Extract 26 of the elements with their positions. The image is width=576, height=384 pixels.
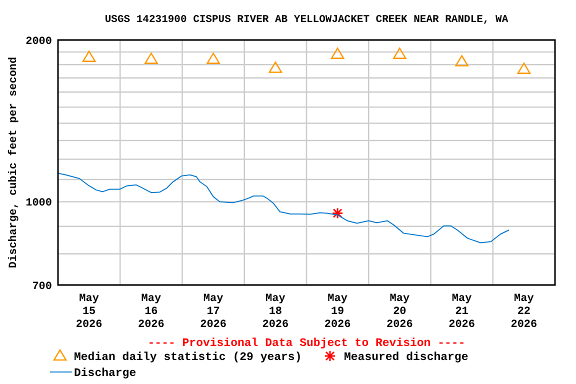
x-tick-label: May 17 2026: [200, 293, 227, 331]
point: [206, 52, 220, 64]
chart-title: USGS 14231900 CISPUS RIVER AB YELLOWJACKET CREEK NEAR RANDLE, WA: [104, 14, 509, 26]
point: [144, 52, 158, 64]
x-tick-label: May 19 2026: [324, 293, 351, 331]
y-tick-label: 700: [32, 280, 52, 293]
point: [455, 55, 468, 66]
legend-label: Median daily statistic (29 years): [74, 351, 302, 364]
text: ---- Provisional Data Subject to Revision ----: [148, 337, 466, 350]
y-tick-label: 1000: [26, 198, 52, 210]
x-tick-label: May 20 2026: [386, 293, 413, 331]
point: [82, 50, 96, 62]
x-tick-label: May 18 2026: [262, 293, 289, 331]
x-tick-label: May 22 2026: [510, 293, 538, 331]
y-axis-title: Discharge, cubic feet per second: [7, 56, 20, 268]
point: [330, 48, 344, 59]
point: [517, 62, 531, 74]
line-series: [58, 172, 510, 244]
y-tick-label: 2000: [26, 36, 52, 48]
x-tick-label: May 16 2026: [138, 293, 164, 331]
point: [393, 48, 406, 59]
point: [268, 62, 282, 73]
x-tick-label: May 15 2026: [76, 293, 102, 331]
x-tick-label: May 21 2026: [448, 293, 476, 331]
legend-label: Discharge: [74, 367, 136, 380]
legend-label: Measured discharge: [344, 351, 468, 364]
